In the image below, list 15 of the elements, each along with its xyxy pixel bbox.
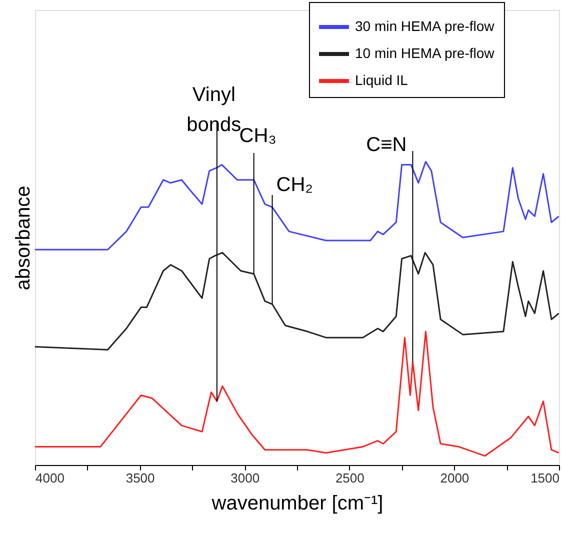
x-tick-label: 1500 — [530, 470, 560, 486]
x-tick-label: 2500 — [335, 470, 364, 486]
legend-label: 30 min HEMA pre-flow — [355, 18, 496, 34]
y-axis-title: absorbance — [12, 186, 34, 290]
x-axis-title: wavenumber [cm⁻¹] — [210, 492, 384, 514]
annotation: CH₃ — [239, 125, 276, 147]
legend-label: 10 min HEMA pre-flow — [355, 45, 496, 61]
annotation: Vinyl bonds — [186, 84, 242, 136]
legend-label: Liquid IL — [355, 72, 408, 88]
x-tick-label: 2000 — [440, 470, 470, 486]
annotation: CH₂ — [276, 174, 313, 196]
x-tick-label: 4000 — [36, 470, 64, 486]
x-tick-label: 3500 — [126, 470, 155, 486]
annotation: C≡N — [366, 134, 407, 156]
x-tick-label: 3000 — [230, 470, 260, 486]
